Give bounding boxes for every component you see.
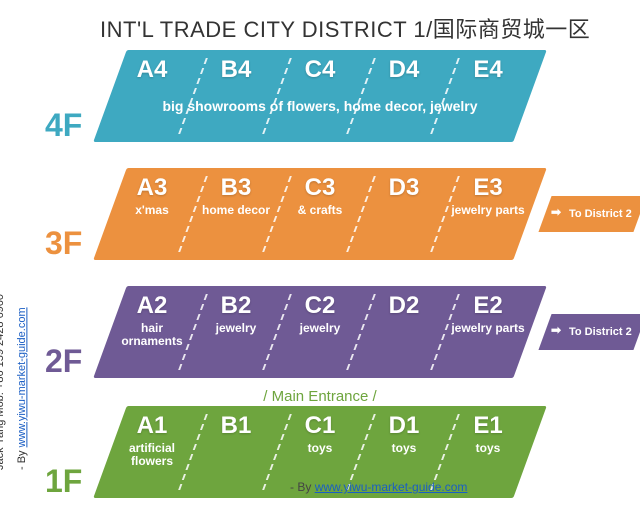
district-link-2: To District 2 <box>538 314 640 350</box>
section-sub: artificial flowers <box>110 440 194 468</box>
section-code: B2 <box>221 292 252 320</box>
section-sub <box>234 440 238 442</box>
section-sub: toys <box>390 440 419 455</box>
section-code: D1 <box>389 412 420 440</box>
section-code: A2 <box>137 292 168 320</box>
bottom-credit: - By www.yiwu-market-guide.com <box>290 480 467 494</box>
section-e4: E4 <box>446 50 530 142</box>
sidebar-credit: Jack Yang Mob. +86 159 2428 6960 - By ww… <box>8 50 28 470</box>
section-d2: D2 <box>362 286 446 378</box>
section-c4: C4 <box>278 50 362 142</box>
floors-container: 4F A4 B4 C4 D4 E4 big showrooms of flowe… <box>45 50 615 524</box>
section-d4: D4 <box>362 50 446 142</box>
credit-contact: Jack Yang Mob. +86 159 2428 6960 <box>0 50 6 470</box>
section-code: B3 <box>221 174 252 202</box>
section-b3: B3home decor <box>194 168 278 260</box>
district-link-3: To District 2 <box>538 196 640 232</box>
section-code: A1 <box>137 412 168 440</box>
arrow-right-icon <box>554 209 564 219</box>
section-code: C4 <box>305 56 336 84</box>
section-b1: B1 <box>194 406 278 498</box>
page-title: INT'L TRADE CITY DISTRICT 1/国际商贸城一区 <box>100 12 590 44</box>
section-sub: jewelry <box>298 320 343 335</box>
section-code: E2 <box>473 292 502 320</box>
section-code: E3 <box>473 174 502 202</box>
floor-label-1: 1F <box>45 463 100 500</box>
section-sub: & crafts <box>296 202 345 217</box>
section-code: B4 <box>221 56 252 84</box>
section-sub: toys <box>306 440 335 455</box>
floor-label-4: 4F <box>45 107 100 144</box>
section-b2: B2jewelry <box>194 286 278 378</box>
section-a1: A1artificial flowers <box>110 406 194 498</box>
district-link-text: To District 2 <box>569 208 632 220</box>
section-code: E4 <box>473 56 502 84</box>
floor-content-4: A4 B4 C4 D4 E4 <box>110 50 530 142</box>
credit-prefix: - By <box>16 450 28 470</box>
section-code: B1 <box>221 412 252 440</box>
floor-4: 4F A4 B4 C4 D4 E4 big showrooms of flowe… <box>45 50 615 150</box>
floor-content-3: A3x'mas B3home decor C3& crafts D3 E3jew… <box>110 168 530 260</box>
district-link-text: To District 2 <box>569 326 632 338</box>
section-code: C2 <box>305 292 336 320</box>
section-c2: C2jewelry <box>278 286 362 378</box>
floor-label-2: 2F <box>45 343 100 380</box>
floor-label-3: 3F <box>45 225 100 262</box>
section-b4: B4 <box>194 50 278 142</box>
floor-3: 3F A3x'mas B3home decor C3& crafts D3 E3… <box>45 168 615 268</box>
section-code: C1 <box>305 412 336 440</box>
floor-4-subtitle: big showrooms of flowers, home decor, je… <box>110 98 530 114</box>
section-c3: C3& crafts <box>278 168 362 260</box>
section-d3: D3 <box>362 168 446 260</box>
credit-url[interactable]: www.yiwu-market-guide.com <box>16 307 28 447</box>
section-code: D3 <box>389 174 420 202</box>
section-a4: A4 <box>110 50 194 142</box>
section-a2: A2hair ornaments <box>110 286 194 378</box>
section-code: D4 <box>389 56 420 84</box>
arrow-right-icon <box>554 327 564 337</box>
section-sub: jewelry parts <box>449 320 526 335</box>
section-sub: x'mas <box>133 202 171 217</box>
section-code: E1 <box>473 412 502 440</box>
section-e3: E3jewelry parts <box>446 168 530 260</box>
section-sub <box>402 202 406 204</box>
floor-2: 2F A2hair ornaments B2jewelry C2jewelry … <box>45 286 615 386</box>
floor-content-2: A2hair ornaments B2jewelry C2jewelry D2 … <box>110 286 530 378</box>
bottom-credit-prefix: - By <box>290 480 311 494</box>
bottom-credit-url[interactable]: www.yiwu-market-guide.com <box>315 480 468 494</box>
section-code: A3 <box>137 174 168 202</box>
section-a3: A3x'mas <box>110 168 194 260</box>
section-code: C3 <box>305 174 336 202</box>
section-e2: E2jewelry parts <box>446 286 530 378</box>
main-entrance-label: / Main Entrance / <box>110 388 530 405</box>
section-sub <box>402 320 406 322</box>
section-code: D2 <box>389 292 420 320</box>
section-sub: jewelry <box>214 320 259 335</box>
section-sub: home decor <box>200 202 272 217</box>
section-sub: toys <box>474 440 503 455</box>
section-sub: hair ornaments <box>110 320 194 348</box>
section-sub: jewelry parts <box>449 202 526 217</box>
section-code: A4 <box>137 56 168 84</box>
